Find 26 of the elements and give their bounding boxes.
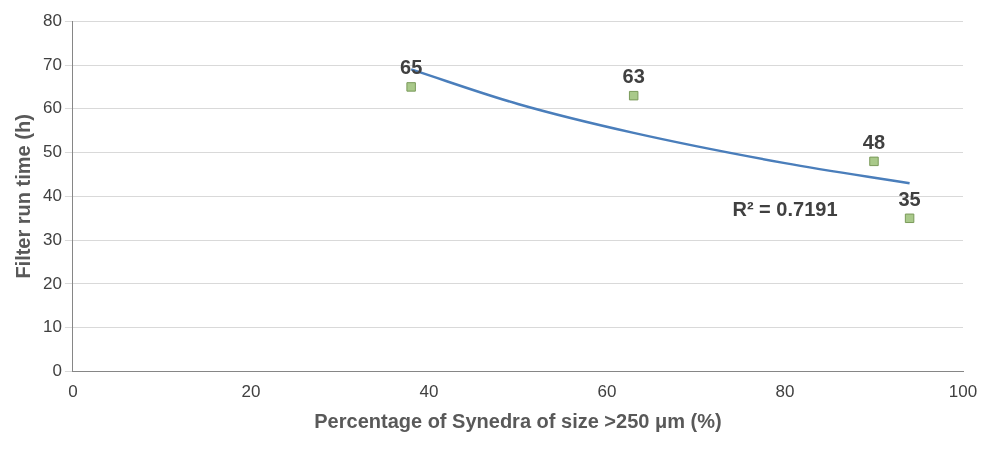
x-tick-label: 40 [419,382,439,402]
y-tick-label: 80 [42,10,62,30]
y-tick-label: 70 [42,54,62,74]
data-label: 48 [862,130,886,153]
x-tick-label: 80 [775,382,795,402]
x-tick-label: 100 [948,382,978,402]
data-label: 63 [622,65,645,88]
y-tick-label: 40 [42,186,62,206]
y-tick-label: 0 [52,361,62,381]
point [628,90,639,101]
y-tick-label: 30 [42,229,62,249]
y-tick-label: 20 [42,273,62,293]
x-tick-label: 60 [597,382,617,402]
point [869,156,879,167]
point [904,213,915,224]
data-label: 35 [898,187,921,210]
annotation: R² = 0.7191 [732,197,838,220]
y-axis-title: Filter run time (h) [11,114,34,279]
y-tick-label: 50 [42,142,62,162]
y-tick-label: 60 [42,98,62,118]
x-tick-label: 20 [241,382,261,402]
x-tick-label: 0 [68,382,78,402]
point [406,82,416,92]
data-label: 65 [400,56,423,79]
x-axis-title: Percentage of Synedra of size >250 μm (%) [314,409,722,432]
y-tick-label: 10 [42,317,62,337]
